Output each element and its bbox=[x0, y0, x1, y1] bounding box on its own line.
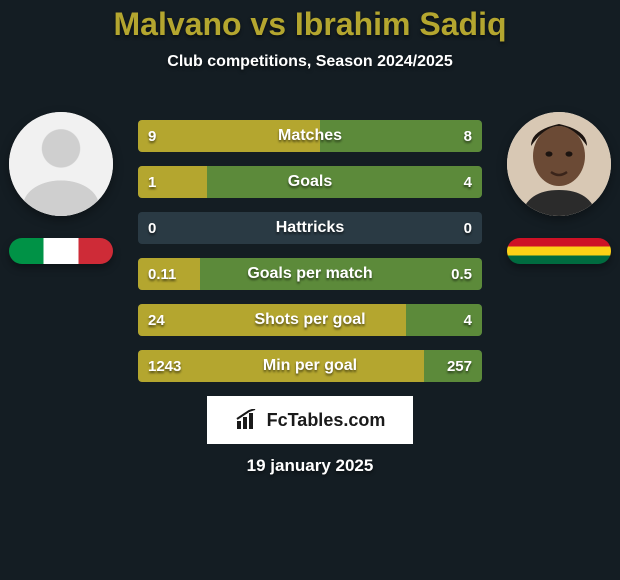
value-left: 1 bbox=[148, 166, 156, 198]
avatar-placeholder-icon bbox=[9, 112, 113, 216]
value-left: 9 bbox=[148, 120, 156, 152]
subtitle: Club competitions, Season 2024/2025 bbox=[0, 53, 620, 71]
value-right: 4 bbox=[464, 304, 472, 336]
comparison-card: Malvano vs Ibrahim Sadiq Club competitio… bbox=[0, 0, 620, 580]
stat-row: Hattricks0 0 bbox=[138, 212, 482, 244]
stat-row: Goals1 4 bbox=[138, 166, 482, 198]
stat-label: Shots per goal bbox=[138, 304, 482, 336]
branding-badge: FcTables.com bbox=[207, 396, 413, 444]
stat-row: Min per goal1243 257 bbox=[138, 350, 482, 382]
avatar-photo-icon bbox=[507, 112, 611, 216]
date-text: 19 january 2025 bbox=[0, 456, 620, 476]
player-right bbox=[504, 112, 614, 264]
value-right: 0.5 bbox=[451, 258, 472, 290]
avatar-right bbox=[507, 112, 611, 216]
avatar-left bbox=[9, 112, 113, 216]
flag-right bbox=[507, 238, 611, 264]
player-left bbox=[6, 112, 116, 264]
stat-row: Goals per match0.11 0.5 bbox=[138, 258, 482, 290]
stat-label: Min per goal bbox=[138, 350, 482, 382]
value-right: 8 bbox=[464, 120, 472, 152]
flag-left bbox=[9, 238, 113, 264]
stat-row: Matches9 8 bbox=[138, 120, 482, 152]
chart-icon bbox=[235, 409, 261, 431]
stat-row: Shots per goal24 4 bbox=[138, 304, 482, 336]
value-right: 257 bbox=[447, 350, 472, 382]
value-right: 0 bbox=[464, 212, 472, 244]
value-left: 24 bbox=[148, 304, 165, 336]
value-left: 0 bbox=[148, 212, 156, 244]
stat-label: Goals bbox=[138, 166, 482, 198]
value-left: 1243 bbox=[148, 350, 181, 382]
stat-label: Goals per match bbox=[138, 258, 482, 290]
branding-text: FcTables.com bbox=[267, 410, 386, 431]
stat-label: Hattricks bbox=[138, 212, 482, 244]
stat-label: Matches bbox=[138, 120, 482, 152]
value-left: 0.11 bbox=[148, 258, 176, 290]
page-title: Malvano vs Ibrahim Sadiq bbox=[0, 0, 620, 43]
value-right: 4 bbox=[464, 166, 472, 198]
stats-list: Matches9 8 Goals1 4 Hattricks0 0 Goals per mat… bbox=[138, 120, 482, 396]
